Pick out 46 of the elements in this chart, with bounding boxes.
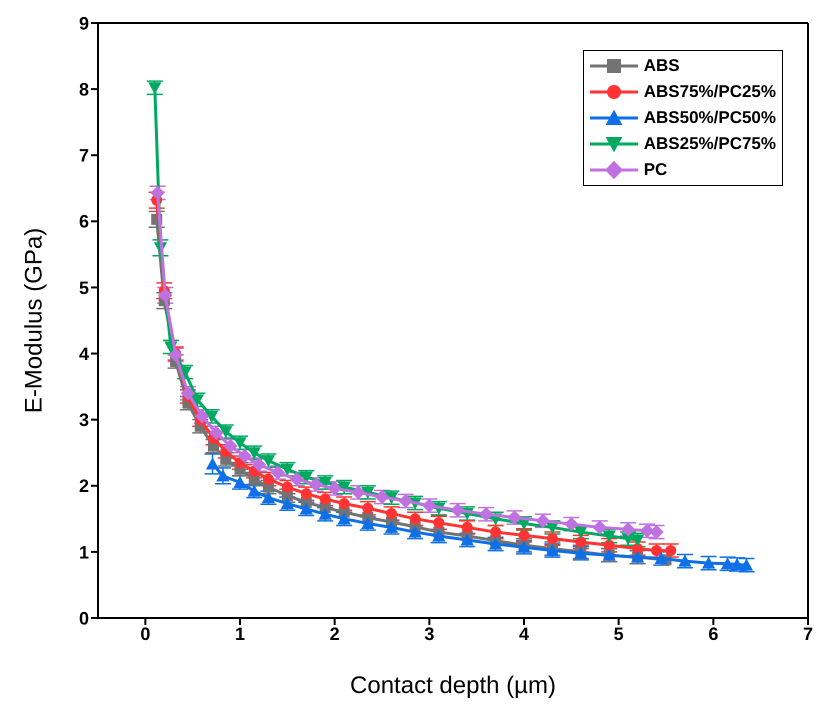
y-tick-label: 2 xyxy=(78,476,89,496)
y-tick-label: 4 xyxy=(78,344,89,364)
point xyxy=(651,545,662,556)
point xyxy=(216,469,230,482)
point xyxy=(300,488,312,500)
point xyxy=(262,474,274,485)
x-axis-title: Contact depth (µm) xyxy=(350,672,556,699)
legend-label: ABS25%/PC75% xyxy=(644,134,776,154)
y-tick-label: 8 xyxy=(78,80,89,100)
y-tick-label: 3 xyxy=(78,410,89,430)
y-tick-label: 1 xyxy=(78,542,89,562)
y-tick-label: 0 xyxy=(78,608,89,628)
point xyxy=(546,533,558,544)
point xyxy=(462,522,473,533)
point xyxy=(604,540,615,551)
x-tick-label: 3 xyxy=(424,624,434,644)
point xyxy=(282,482,293,493)
x-tick-label: 6 xyxy=(708,624,718,644)
x-tick-label: 5 xyxy=(614,624,624,644)
point xyxy=(318,508,332,520)
legend-label: PC xyxy=(644,160,668,180)
y-tick-label: 6 xyxy=(78,212,89,232)
legend-label: ABS50%/PC50% xyxy=(644,108,776,128)
point xyxy=(665,545,676,556)
y-axis-title: E-Modulus (GPa) xyxy=(20,228,48,414)
point xyxy=(386,508,397,520)
y-tick-label: 7 xyxy=(78,146,89,166)
point xyxy=(206,457,220,470)
legend-label: ABS75%/PC25% xyxy=(644,82,776,102)
point xyxy=(362,502,374,514)
point xyxy=(433,517,444,528)
point xyxy=(575,536,586,548)
point xyxy=(518,530,530,541)
y-tick-label: 9 xyxy=(78,13,89,34)
x-tick-label: 7 xyxy=(802,624,814,644)
legend-label: ABS xyxy=(644,56,680,76)
x-tick-label: 4 xyxy=(518,624,530,644)
point xyxy=(320,494,331,504)
point xyxy=(338,512,351,524)
x-tick-label: 0 xyxy=(140,624,150,644)
point xyxy=(410,513,421,524)
x-tick-label: 1 xyxy=(234,624,246,644)
point xyxy=(338,498,350,510)
point xyxy=(490,526,502,538)
x-tick-label: 2 xyxy=(330,624,340,644)
y-tick-label: 5 xyxy=(78,278,89,298)
